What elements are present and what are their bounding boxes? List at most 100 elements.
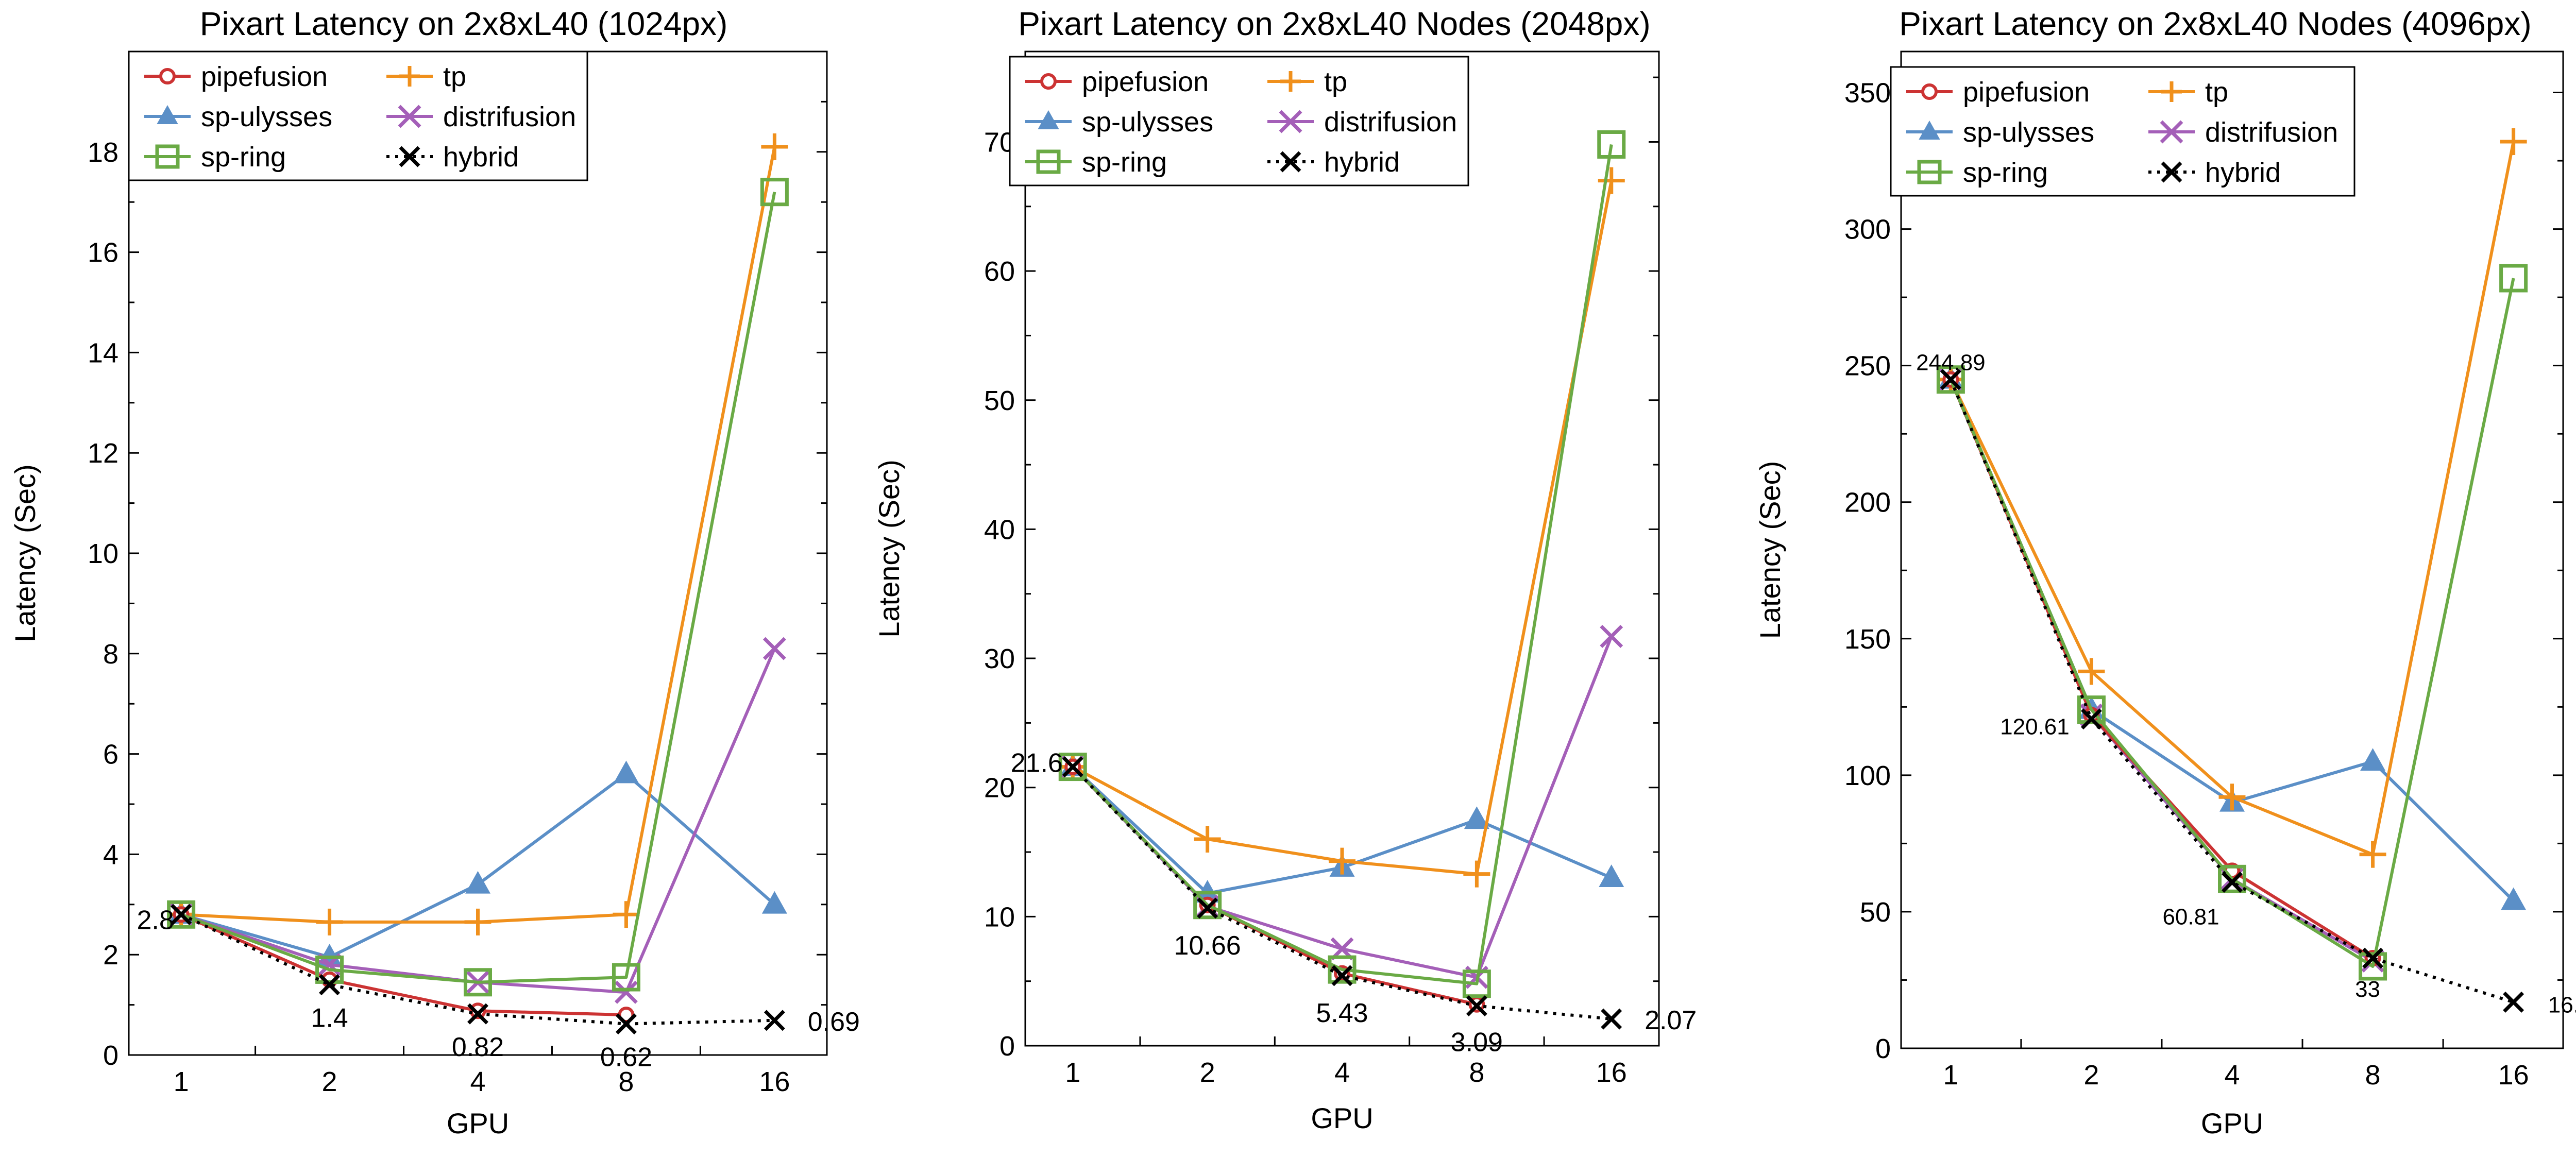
legend-item-hybrid: hybrid <box>2148 157 2281 188</box>
data-point-tp <box>2359 841 2386 868</box>
legend-marker-distrifusion <box>1279 110 1302 133</box>
legend-item-sp-ulysses: sp-ulysses <box>1025 107 1213 138</box>
data-label: 2.8 <box>137 905 174 935</box>
data-point-hybrid <box>467 1003 488 1025</box>
x-axis-label: GPU <box>1311 1102 1373 1134</box>
series-sp-ring <box>167 178 789 997</box>
y-tick-label: 100 <box>1844 760 1891 791</box>
legend-marker-sp-ring <box>155 144 180 169</box>
legend-label-sp-ulysses: sp-ulysses <box>201 101 332 132</box>
data-point-hybrid <box>1197 897 1218 919</box>
series-tp <box>167 133 788 935</box>
y-axis-label: Latency (Sec) <box>1754 461 1786 639</box>
data-point-distrifusion <box>762 637 786 660</box>
series-hybrid <box>1940 369 2524 1013</box>
data-label: 33 <box>2355 977 2380 1002</box>
series-line-distrifusion <box>1072 636 1613 979</box>
data-point-hybrid <box>171 904 192 925</box>
legend-item-tp: tp <box>386 61 466 92</box>
series-pipefusion <box>1942 371 2381 967</box>
plot-area-frame <box>1024 50 1660 1047</box>
legend-label-distrifusion: distrifusion <box>2205 117 2338 148</box>
data-point-sp-ring <box>2499 264 2528 293</box>
data-point-hybrid <box>764 1010 785 1031</box>
data-label: 0.62 <box>600 1043 652 1073</box>
y-tick-label: 200 <box>1844 487 1891 518</box>
x-tick-label: 4 <box>1334 1057 1350 1088</box>
series-line-sp-ring <box>180 192 776 984</box>
series-line-sp-ring <box>1949 278 2515 968</box>
series-line-tp <box>1949 141 2515 856</box>
x-tick-label: 1 <box>174 1066 189 1097</box>
legend-marker-sp-ulysses <box>157 105 178 124</box>
series-tp <box>1937 128 2527 868</box>
series-line-tp <box>181 146 776 924</box>
data-label: 16.9 <box>2548 992 2576 1017</box>
y-tick-label: 40 <box>984 514 1015 545</box>
x-tick-label: 4 <box>470 1066 485 1097</box>
y-tick-label: 0 <box>999 1031 1015 1062</box>
legend-label-sp-ring: sp-ring <box>201 142 286 173</box>
legend-marker-tp <box>1280 71 1301 92</box>
y-tick-label: 16 <box>88 237 118 268</box>
legend-marker-sp-ulysses <box>1038 110 1059 129</box>
y-tick-label: 350 <box>1844 78 1891 109</box>
data-point-hybrid <box>2080 708 2102 730</box>
series-hybrid <box>171 904 785 1035</box>
x-tick-label: 2 <box>2083 1060 2099 1091</box>
data-point-hybrid <box>1940 369 1961 390</box>
legend: pipefusion tp sp-ulysses distrifusion sp-rin… <box>1009 56 1469 186</box>
series-line-pipefusion <box>180 913 626 1017</box>
chart-panel-3: Pixart Latency on 2x8xL40 Nodes (4096px)… <box>1754 5 2576 1139</box>
data-label: 21.6 <box>1011 748 1063 778</box>
data-point-hybrid <box>2222 872 2243 893</box>
data-point-sp-ulysses <box>761 891 787 914</box>
data-label: 10.66 <box>1174 931 1241 961</box>
y-tick-label: 150 <box>1844 624 1891 655</box>
x-tick-label: 2 <box>322 1066 337 1097</box>
x-tick-label: 16 <box>2498 1060 2529 1091</box>
series-line-pipefusion <box>1949 379 2374 960</box>
legend-label-sp-ulysses: sp-ulysses <box>1082 107 1213 138</box>
legend: pipefusion tp sp-ulysses distrifusion sp-rin… <box>1890 66 2355 197</box>
y-tick-label: 12 <box>88 438 118 469</box>
legend-marker-hybrid <box>1280 151 1301 173</box>
legend: pipefusion tp sp-ulysses distrifusion sp-rin… <box>128 50 588 181</box>
data-label: 2.07 <box>1645 1006 1697 1035</box>
data-point-distrifusion <box>1600 624 1623 648</box>
series-sp-ring <box>1058 130 1626 998</box>
legend-box <box>128 50 588 181</box>
y-tick-label: 18 <box>88 137 118 168</box>
y-axis-label: Latency (Sec) <box>9 464 41 642</box>
legend-box <box>1009 56 1469 186</box>
x-tick-label: 16 <box>759 1066 790 1097</box>
data-point-hybrid <box>1331 965 1353 986</box>
data-point-tp <box>464 908 492 935</box>
chart-title: Pixart Latency on 2x8xL40 Nodes (4096px) <box>1899 5 2531 42</box>
data-point-tp <box>316 908 343 935</box>
series-sp-ulysses <box>1060 753 1624 903</box>
legend-item-pipefusion: pipefusion <box>1906 77 2090 108</box>
legend-marker-pipefusion <box>1921 83 1938 100</box>
data-point-sp-ring <box>612 963 640 992</box>
legend-label-tp: tp <box>1324 66 1347 97</box>
series-line-sp-ulysses <box>1949 379 2515 902</box>
legend-label-distrifusion: distrifusion <box>443 101 576 132</box>
y-tick-label: 2 <box>103 940 118 971</box>
y-tick-label: 8 <box>103 639 118 670</box>
data-point-sp-ring <box>1936 365 1965 394</box>
data-label: 0.69 <box>808 1007 860 1037</box>
series-line-distrifusion <box>1949 379 2374 962</box>
data-point-sp-ring <box>1058 753 1087 781</box>
y-tick-label: 300 <box>1844 214 1891 245</box>
legend-marker-tp <box>2161 81 2182 102</box>
data-label: 5.43 <box>1316 998 1368 1028</box>
legend-marker-hybrid <box>399 146 420 167</box>
data-point-hybrid <box>319 974 341 996</box>
data-point-sp-ulysses <box>613 760 639 784</box>
legend-item-sp-ring: sp-ring <box>1906 157 2048 188</box>
legend-label-pipefusion: pipefusion <box>201 61 328 92</box>
chart-title: Pixart Latency on 2x8xL40 Nodes (2048px) <box>1018 5 1650 42</box>
data-point-sp-ring <box>464 968 492 997</box>
